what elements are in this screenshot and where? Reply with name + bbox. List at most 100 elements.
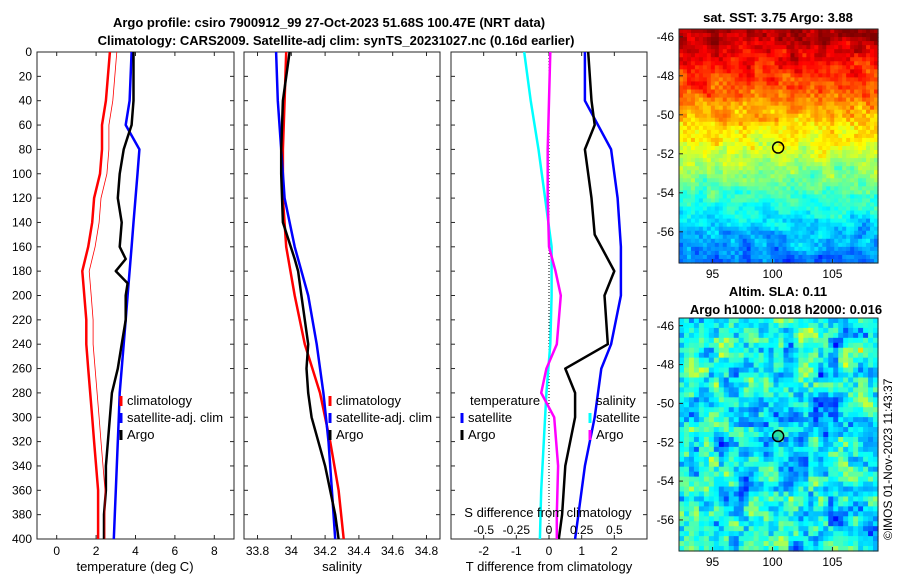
sst-cell [703,61,708,66]
sst-cell [699,194,704,199]
sst-cell [822,255,827,260]
sst-cell [723,77,728,82]
sst-cell [695,190,700,195]
sst-cell [711,41,716,46]
sla-cell [754,467,760,473]
sst-cell [862,158,867,163]
sla-cell [803,442,809,448]
sst-cell [810,198,815,203]
sst-cell [759,166,764,171]
sla-cell [729,467,735,473]
sst-cell [806,41,811,46]
sla-cell [803,348,809,354]
sst-cell [834,73,839,78]
sst-cell [691,90,696,95]
sst-cell [834,81,839,86]
sla-cell [774,323,780,329]
sst-cell [707,94,712,99]
sla-cell [863,353,869,359]
sst-cell [822,77,827,82]
sla-cell [699,363,705,369]
sla-cell [749,492,755,498]
sst-cell [731,114,736,119]
sst-cell [782,247,787,252]
sst-cell [747,49,752,54]
sla-cell [749,392,755,398]
sst-cell [727,130,732,135]
sst-cell [727,118,732,123]
sst-cell [743,33,748,38]
sst-cell [846,138,851,143]
sla-cell [684,521,690,527]
sst-cell [763,150,768,155]
sst-cell [802,150,807,155]
legend-label: satellite [468,410,512,425]
sla-cell [803,343,809,349]
sst-cell [822,118,827,123]
sst-cell [794,69,799,74]
sla-cell [813,516,819,522]
sst-cell [854,219,859,224]
sst-cell [814,194,819,199]
sst-cell [767,126,772,131]
sla-cell [803,328,809,334]
sst-cell [806,251,811,256]
sla-cell [724,407,730,413]
sla-cell [764,338,770,344]
sst-cell [779,94,784,99]
sst-cell [798,231,803,236]
sla-cell [808,516,814,522]
sst-cell [747,65,752,70]
sst-cell [691,53,696,58]
sst-cell [818,174,823,179]
sla-cell [739,328,745,334]
sst-cell [699,146,704,151]
sst-cell [834,41,839,46]
sla-cell [694,333,700,339]
sla-cell [833,422,839,428]
sst-cell [802,85,807,90]
sla-cell [858,487,864,493]
sla-cell [714,373,720,379]
sst-cell [866,77,871,82]
sla-cell [818,323,824,329]
sst-cell [858,198,863,203]
sst-cell [858,114,863,119]
sst-cell [838,110,843,115]
sla-cell [868,402,874,408]
sla-cell [749,496,755,502]
sst-cell [810,45,815,50]
sla-cell [798,368,804,374]
sst-cell [858,106,863,111]
sla-cell [779,511,785,517]
sst-cell [775,73,780,78]
sla-cell [729,437,735,443]
map-lon-tick-label: 100 [762,267,782,281]
sla-cell [759,516,765,522]
sst-cell [814,247,819,252]
sst-cell [866,223,871,228]
sst-cell [687,49,692,54]
sst-cell [786,53,791,58]
sst-cell [747,102,752,107]
sst-cell [870,146,875,151]
sst-cell [727,53,732,58]
sst-cell [779,41,784,46]
sst-cell [790,194,795,199]
sst-cell [699,255,704,260]
sla-cell [684,363,690,369]
sst-cell [703,94,708,99]
sst-cell [854,194,859,199]
sst-cell [810,235,815,240]
sst-cell [731,134,736,139]
sla-cell [689,501,695,507]
sst-cell [703,49,708,54]
sla-cell [734,387,740,393]
sla-cell [749,382,755,388]
sst-cell [786,235,791,240]
sst-cell [743,122,748,127]
sst-cell [767,114,772,119]
sst-cell [727,231,732,236]
sla-cell [783,536,789,542]
sst-cell [830,102,835,107]
